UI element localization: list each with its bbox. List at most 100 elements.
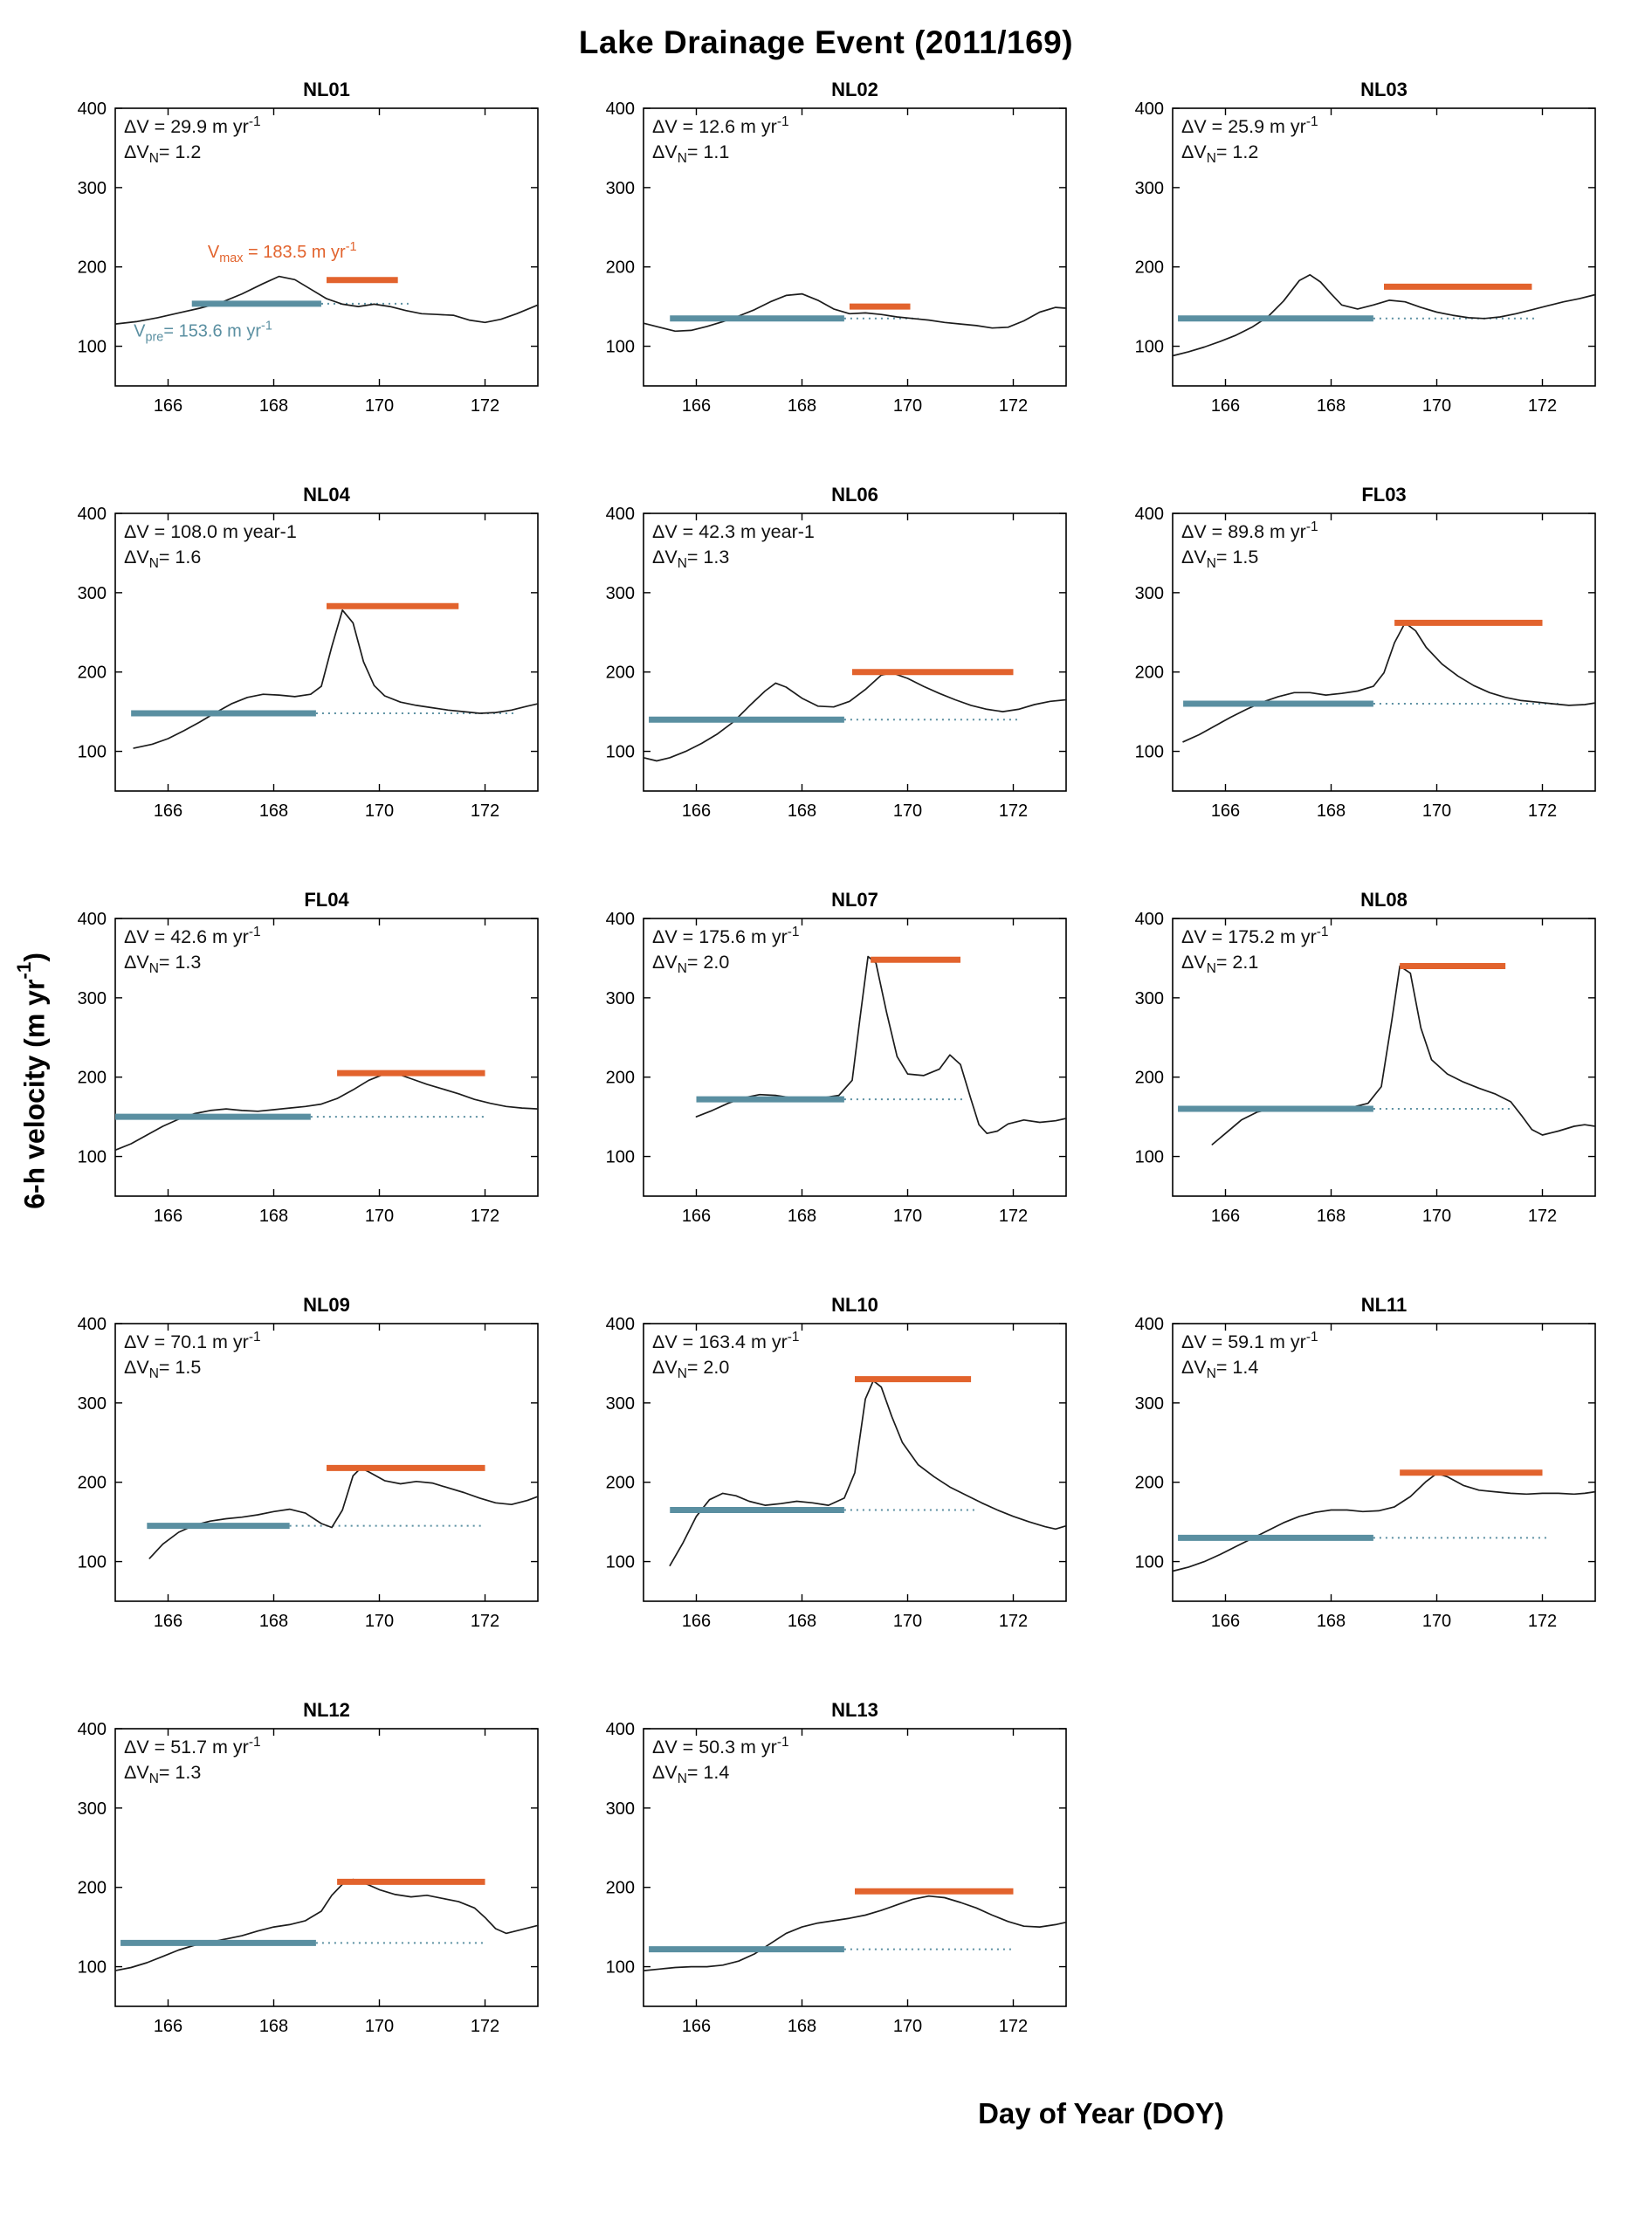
plot-frame xyxy=(643,107,1068,387)
y-axis-ticks: 100 200 300 400 xyxy=(1134,910,1595,1167)
svg-text:200: 200 xyxy=(606,664,635,683)
panel-chart: NL02 166 168 170 172 100 200 300 400 ΔV = 12.6 m … xyxy=(606,79,1068,416)
svg-text:172: 172 xyxy=(471,396,499,416)
svg-text:170: 170 xyxy=(893,2017,922,2036)
svg-text:200: 200 xyxy=(78,664,107,683)
svg-text:200: 200 xyxy=(606,1879,635,1898)
y-axis-ticks: 100 200 300 400 xyxy=(78,100,538,357)
svg-text:200: 200 xyxy=(1134,1069,1163,1088)
x-axis-ticks: 166 168 170 172 xyxy=(682,1324,1029,1631)
x-axis-ticks: 166 168 170 172 xyxy=(154,1324,499,1631)
svg-text:300: 300 xyxy=(1134,989,1163,1008)
svg-text:168: 168 xyxy=(259,801,288,821)
svg-text:300: 300 xyxy=(606,989,635,1008)
svg-text:166: 166 xyxy=(682,801,711,821)
panel-title: NL13 xyxy=(831,1699,878,1721)
svg-text:172: 172 xyxy=(471,1612,499,1631)
svg-text:400: 400 xyxy=(606,100,635,119)
svg-text:400: 400 xyxy=(78,505,107,524)
svg-text:168: 168 xyxy=(259,1207,288,1226)
svg-text:166: 166 xyxy=(154,801,182,821)
delta-v-annotation: ΔV = 29.9 m yr-1 xyxy=(124,114,261,137)
figure: Lake Drainage Event (2011/169) 6-h veloc… xyxy=(0,24,1652,2130)
svg-text:300: 300 xyxy=(78,179,107,198)
svg-text:100: 100 xyxy=(606,1553,635,1572)
y-axis-ticks: 100 200 300 400 xyxy=(1134,100,1595,357)
svg-text:400: 400 xyxy=(78,1720,107,1739)
svg-text:300: 300 xyxy=(78,989,107,1008)
svg-text:400: 400 xyxy=(78,910,107,929)
x-axis-ticks: 166 168 170 172 xyxy=(154,918,499,1226)
svg-text:170: 170 xyxy=(365,396,394,416)
panel-title: NL09 xyxy=(303,1294,350,1316)
svg-text:168: 168 xyxy=(788,1207,816,1226)
svg-text:168: 168 xyxy=(1316,801,1345,821)
plot-frame xyxy=(114,513,539,792)
panel-title: NL10 xyxy=(831,1294,878,1316)
panel-nl01: NL01 166 168 170 172 100 200 300 400 ΔV = 29.9 m … xyxy=(58,75,575,466)
svg-text:300: 300 xyxy=(606,1394,635,1414)
panel-nl12: NL12 166 168 170 172 100 200 300 400 ΔV = 51.7 m … xyxy=(58,1696,575,2087)
panel-nl09: NL09 166 168 170 172 100 200 300 400 ΔV = 70.1 m … xyxy=(58,1290,575,1682)
svg-text:168: 168 xyxy=(788,2017,816,2036)
svg-text:200: 200 xyxy=(1134,664,1163,683)
velocity-series xyxy=(148,1467,539,1559)
panel-chart: NL07 166 168 170 172 100 200 300 400 ΔV = 175.6 m… xyxy=(606,889,1068,1226)
svg-text:170: 170 xyxy=(1421,396,1450,416)
delta-v-annotation: ΔV = 108.0 m year-1 xyxy=(124,521,297,542)
plot-frame xyxy=(643,513,1068,792)
svg-text:172: 172 xyxy=(1527,801,1556,821)
svg-text:172: 172 xyxy=(999,2017,1028,2036)
y-axis-ticks: 100 200 300 400 xyxy=(1134,1315,1595,1572)
x-axis-ticks: 166 168 170 172 xyxy=(682,513,1029,821)
y-axis-label: 6-h velocity (m yr-1) xyxy=(13,953,51,1209)
plot-frame xyxy=(643,1728,1068,2007)
vpre-legend-label: Vpre= 153.6 m yr-1 xyxy=(134,320,272,345)
panel-nl07: NL07 166 168 170 172 100 200 300 400 ΔV = 175.6 m… xyxy=(586,885,1104,1276)
plot-frame xyxy=(1171,107,1596,387)
panel-title: NL04 xyxy=(303,484,351,506)
svg-text:166: 166 xyxy=(1210,396,1239,416)
delta-v-annotation: ΔV = 12.6 m yr-1 xyxy=(652,114,789,137)
svg-text:300: 300 xyxy=(606,584,635,603)
y-axis-ticks: 100 200 300 400 xyxy=(606,1315,1067,1572)
panel-title: FL03 xyxy=(1361,484,1406,506)
svg-text:100: 100 xyxy=(78,1148,107,1167)
panel-chart: NL03 166 168 170 172 100 200 300 400 ΔV = 25.9 m … xyxy=(1134,79,1596,416)
delta-vn-annotation: ΔVN= 1.2 xyxy=(124,141,201,166)
svg-text:168: 168 xyxy=(1316,1207,1345,1226)
svg-text:170: 170 xyxy=(365,1207,394,1226)
panel-title: NL01 xyxy=(303,79,350,100)
svg-text:100: 100 xyxy=(1134,1148,1163,1167)
x-axis-ticks: 166 168 170 172 xyxy=(154,1729,499,2036)
svg-text:166: 166 xyxy=(682,1612,711,1631)
delta-v-annotation: ΔV = 175.6 m yr-1 xyxy=(652,925,800,947)
svg-text:200: 200 xyxy=(78,1474,107,1493)
velocity-series xyxy=(669,1379,1068,1566)
delta-v-annotation: ΔV = 25.9 m yr-1 xyxy=(1181,114,1318,137)
panel-nl13: NL13 166 168 170 172 100 200 300 400 ΔV = 50.3 m … xyxy=(586,1696,1104,2087)
svg-text:400: 400 xyxy=(606,505,635,524)
x-axis-label: Day of Year (DOY) xyxy=(978,2097,1224,2129)
svg-text:400: 400 xyxy=(606,1315,635,1334)
plot-frame xyxy=(1171,1323,1596,1602)
svg-text:166: 166 xyxy=(1210,1612,1239,1631)
delta-v-annotation: ΔV = 59.1 m yr-1 xyxy=(1181,1330,1318,1352)
svg-text:170: 170 xyxy=(893,1612,922,1631)
svg-text:166: 166 xyxy=(154,1207,182,1226)
svg-text:170: 170 xyxy=(365,801,394,821)
x-axis-ticks: 166 168 170 172 xyxy=(1210,513,1557,821)
delta-vn-annotation: ΔVN= 1.1 xyxy=(652,141,729,166)
svg-text:100: 100 xyxy=(1134,338,1163,357)
y-axis-ticks: 100 200 300 400 xyxy=(606,910,1067,1167)
y-axis-ticks: 100 200 300 400 xyxy=(606,100,1067,357)
plot-frame xyxy=(114,1728,539,2007)
svg-text:166: 166 xyxy=(682,2017,711,2036)
svg-text:100: 100 xyxy=(78,338,107,357)
panel-fl03: FL03 166 168 170 172 100 200 300 400 ΔV = 89.8 m … xyxy=(1115,480,1633,871)
panel-title: NL03 xyxy=(1360,79,1408,100)
svg-text:170: 170 xyxy=(1421,1207,1450,1226)
panel-nl03: NL03 166 168 170 172 100 200 300 400 ΔV = 25.9 m … xyxy=(1115,75,1633,466)
velocity-series xyxy=(1171,1472,1596,1572)
y-axis-ticks: 100 200 300 400 xyxy=(78,910,538,1167)
